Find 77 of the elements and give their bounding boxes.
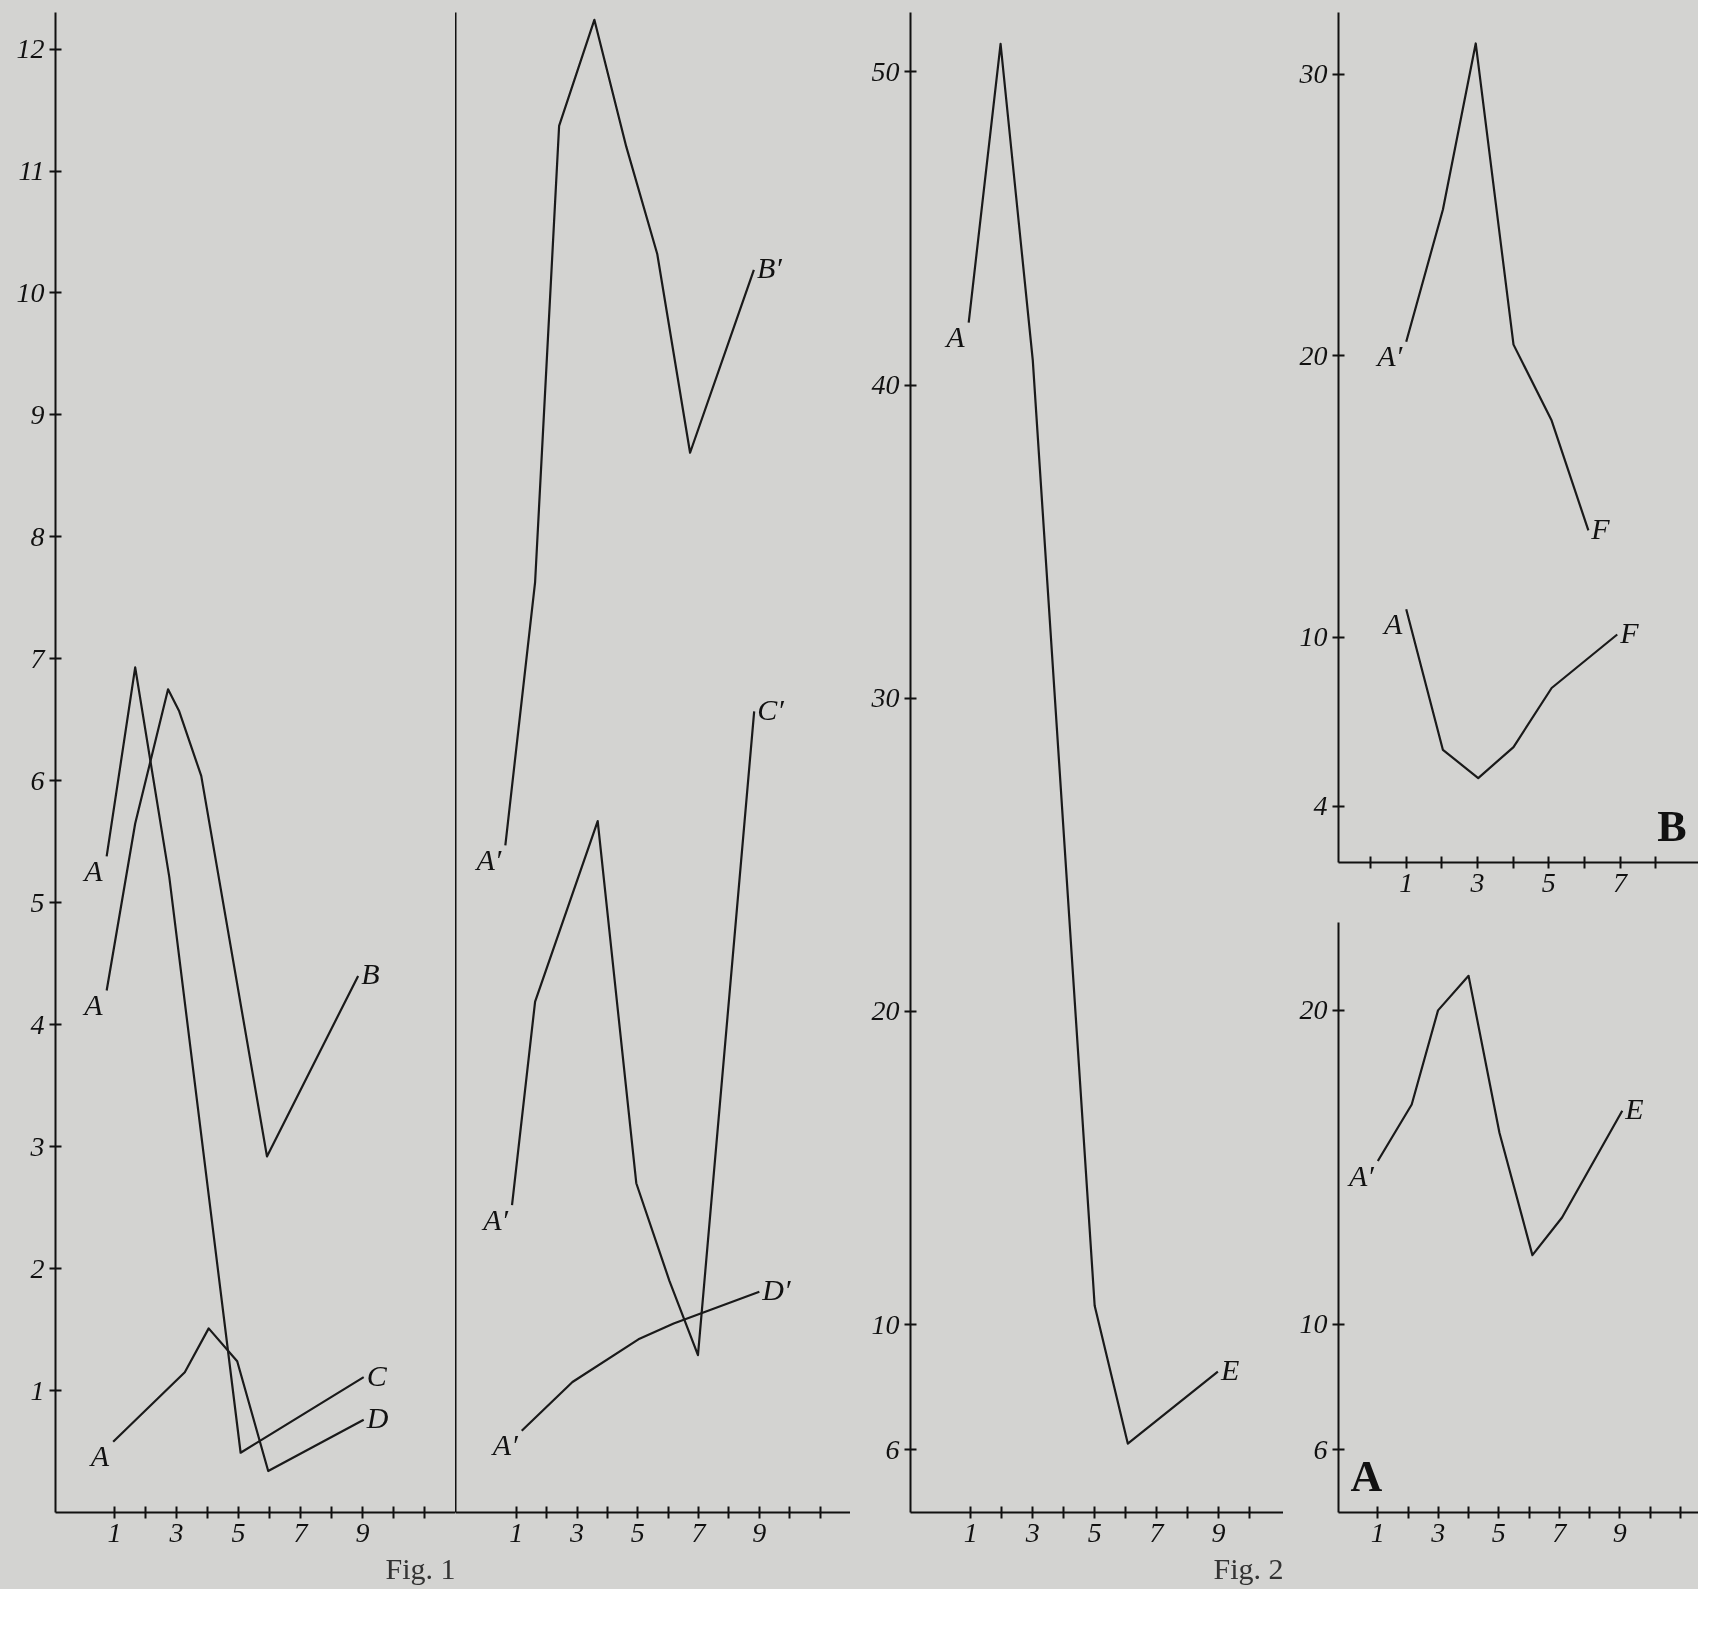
x-tick-label: 1 xyxy=(1370,1516,1385,1548)
series-label: E xyxy=(1219,1353,1240,1387)
x-tick-label: 7 xyxy=(1613,866,1629,898)
annotation: A xyxy=(88,1439,110,1473)
x-tick-label: 3 xyxy=(168,1516,184,1548)
x-tick-label: 7 xyxy=(293,1516,309,1548)
y-tick-label: 8 xyxy=(30,520,45,552)
annotation: A xyxy=(944,320,966,354)
x-tick-label: 5 xyxy=(1541,866,1556,898)
annotation: A xyxy=(82,988,104,1022)
annotation: B xyxy=(1657,801,1687,851)
line-series xyxy=(1405,608,1619,780)
annotation: A xyxy=(1350,1451,1383,1501)
annotation: A′ xyxy=(474,842,502,876)
x-tick-label: 3 xyxy=(1469,866,1485,898)
y-tick-label: 20 xyxy=(1299,339,1328,371)
x-tick-label: 1 xyxy=(107,1516,122,1548)
y-tick-label: 1 xyxy=(30,1374,45,1406)
y-tick-label: 7 xyxy=(30,642,46,674)
x-tick-label: 7 xyxy=(691,1516,707,1548)
series-label: B′ xyxy=(756,251,783,285)
y-tick-label: 6 xyxy=(30,764,45,796)
series-label: E xyxy=(1624,1092,1644,1126)
x-tick-label: 1 xyxy=(509,1516,524,1548)
y-tick-label: 2 xyxy=(30,1252,45,1284)
y-tick-label: 10 xyxy=(16,276,45,308)
x-tick-label: 9 xyxy=(1211,1516,1226,1548)
x-tick-label: 9 xyxy=(1612,1516,1627,1548)
y-tick-label: 10 xyxy=(1299,1308,1328,1340)
y-tick-label: 6 xyxy=(1313,1433,1328,1465)
x-tick-label: 3 xyxy=(1430,1516,1446,1548)
line-series xyxy=(1405,42,1590,532)
series-label: B xyxy=(361,957,380,991)
series-label: D′ xyxy=(761,1273,792,1307)
annotation: A′ xyxy=(1375,339,1403,373)
y-tick-label: 10 xyxy=(1299,621,1328,653)
annotation: A xyxy=(1381,606,1403,640)
y-tick-label: 6 xyxy=(885,1433,900,1465)
y-tick-label: 20 xyxy=(1299,994,1328,1026)
y-tick-label: 9 xyxy=(30,398,45,430)
y-tick-label: 12 xyxy=(16,33,45,65)
series-label: D xyxy=(365,1401,389,1435)
x-tick-label: 7 xyxy=(1149,1516,1165,1548)
y-tick-label: 3 xyxy=(29,1130,45,1162)
y-tick-label: 4 xyxy=(30,1008,45,1040)
caption: Fig. 1 xyxy=(385,1551,456,1585)
x-tick-label: 5 xyxy=(231,1516,246,1548)
x-tick-label: 5 xyxy=(1491,1516,1506,1548)
y-tick-label: 30 xyxy=(1298,58,1328,90)
x-tick-label: 9 xyxy=(355,1516,370,1548)
series-label: C′ xyxy=(757,692,785,726)
x-tick-label: 9 xyxy=(752,1516,767,1548)
y-tick-label: 20 xyxy=(871,995,900,1027)
y-tick-label: 5 xyxy=(30,886,45,918)
x-tick-label: 3 xyxy=(1024,1516,1040,1548)
x-tick-label: 3 xyxy=(569,1516,585,1548)
y-tick-label: 40 xyxy=(871,369,900,401)
line-series xyxy=(967,42,1219,1445)
x-tick-label: 1 xyxy=(1399,866,1414,898)
annotation: A′ xyxy=(490,1428,519,1462)
x-tick-label: 5 xyxy=(1087,1516,1102,1548)
annotation: A′ xyxy=(1346,1158,1375,1192)
x-tick-label: 5 xyxy=(630,1516,645,1548)
y-tick-label: 4 xyxy=(1313,790,1328,822)
series-label: C xyxy=(366,1358,388,1392)
y-tick-label: 50 xyxy=(871,56,900,87)
series-label: F xyxy=(1590,511,1611,545)
y-tick-label: 30 xyxy=(870,682,900,714)
caption: Fig. 2 xyxy=(1213,1551,1284,1585)
annotation: A′ xyxy=(481,1202,509,1236)
y-tick-label: 11 xyxy=(18,155,45,187)
line-series xyxy=(1376,974,1624,1257)
series-label: F xyxy=(1619,616,1640,650)
y-tick-label: 10 xyxy=(871,1308,900,1340)
x-tick-label: 7 xyxy=(1552,1516,1568,1548)
x-tick-label: 1 xyxy=(963,1516,978,1548)
annotation: A xyxy=(82,853,104,887)
